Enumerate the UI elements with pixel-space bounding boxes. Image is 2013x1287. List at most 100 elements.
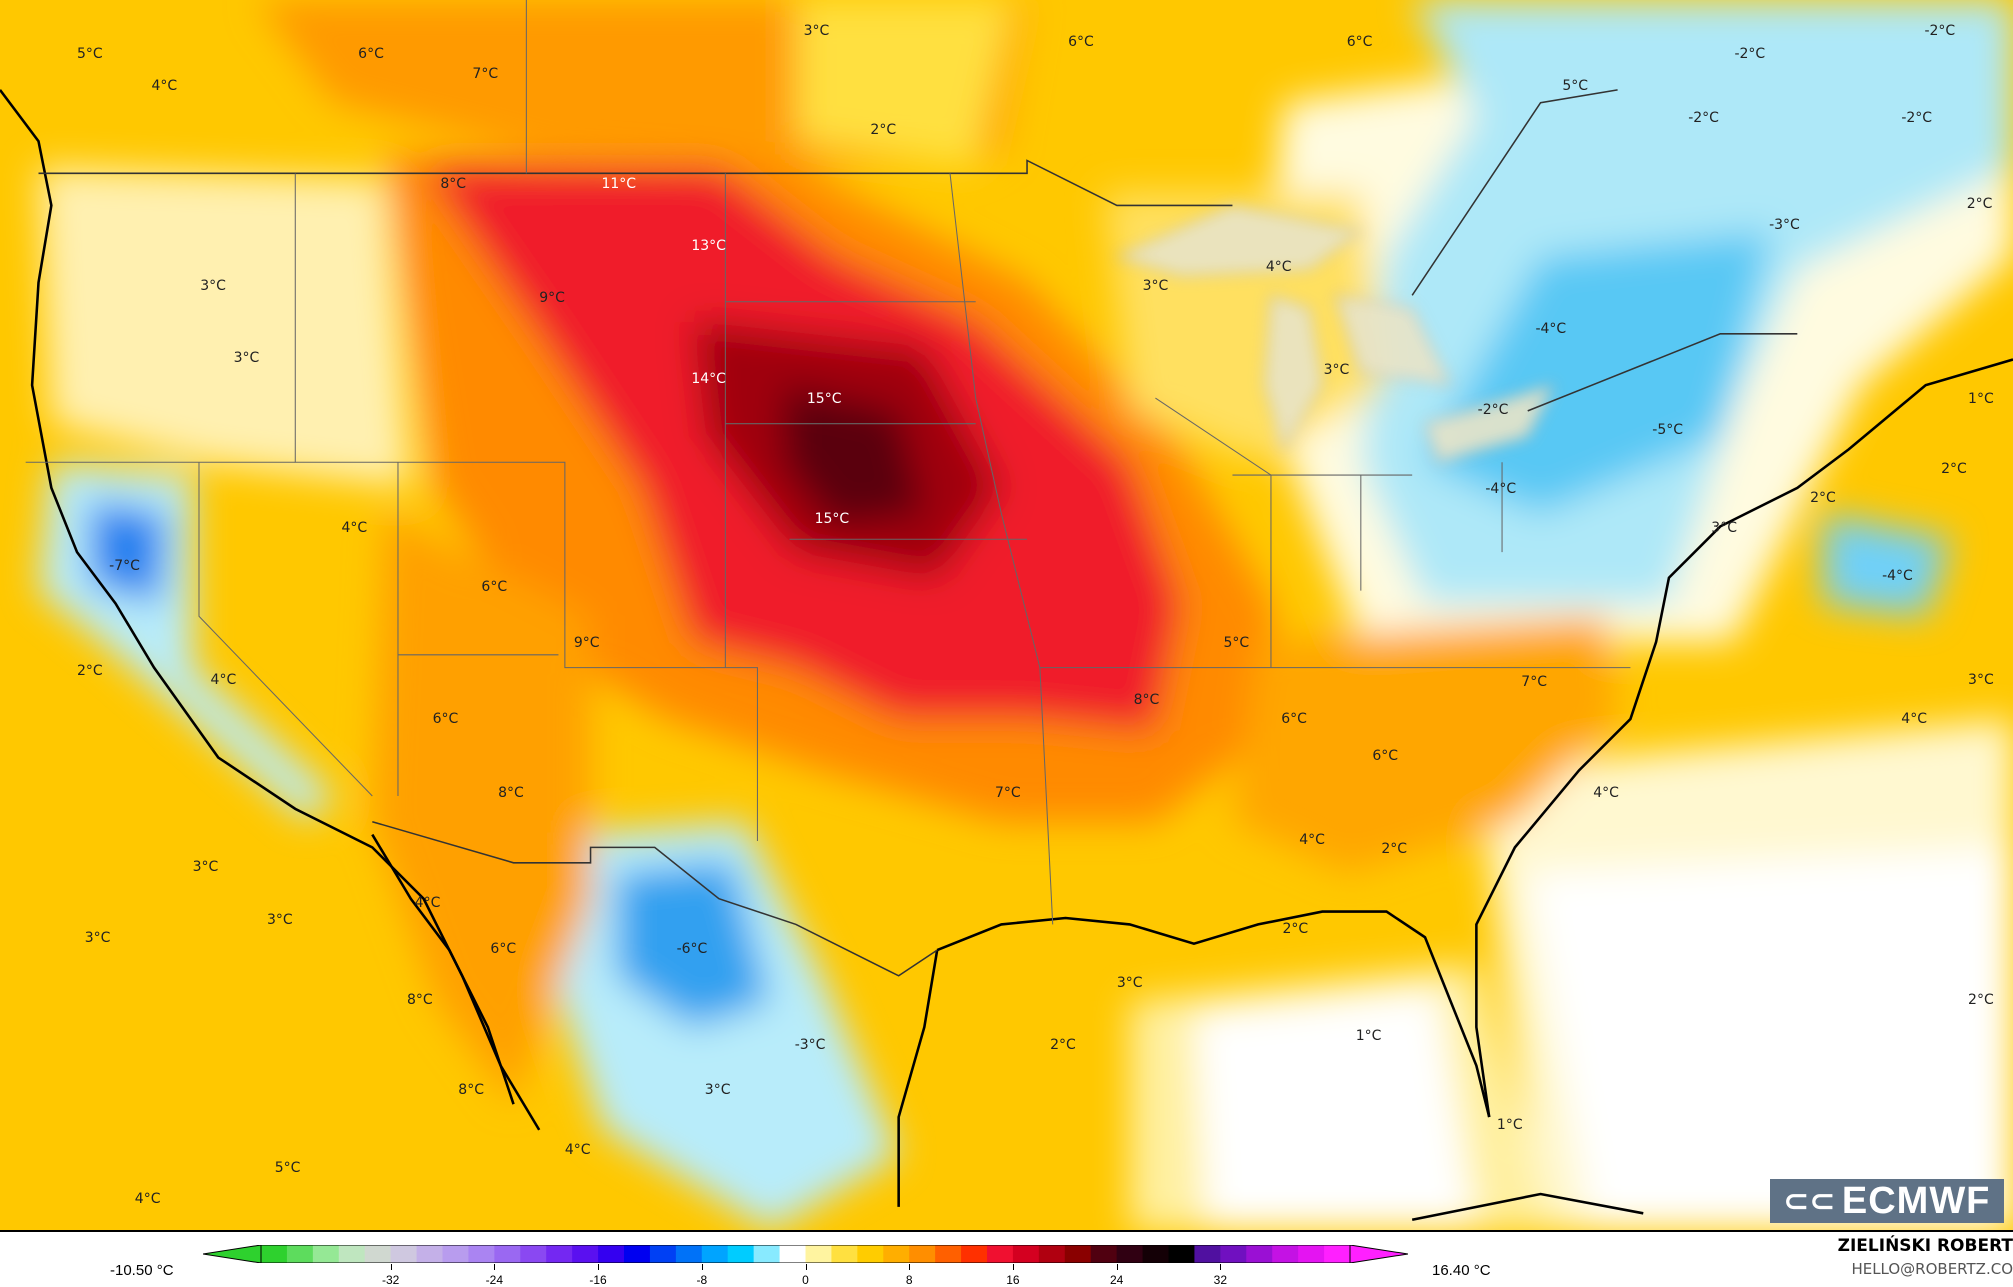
colorbar-swatch [364, 1245, 392, 1263]
temperature-label: 15°C [806, 391, 842, 408]
temperature-label: 6°C [358, 45, 384, 62]
temperature-label: 2°C [1968, 992, 1994, 1009]
temperature-label: 9°C [539, 289, 565, 306]
temperature-label: 6°C [1372, 748, 1399, 765]
temperature-label: 6°C [432, 710, 459, 727]
temperature-label: -4°C [1485, 481, 1517, 498]
temperature-label: 4°C [151, 78, 178, 94]
colorbar-swatch [649, 1245, 677, 1263]
temperature-label: 4°C [1901, 710, 1927, 727]
temperature-label: 6°C [1346, 34, 1373, 51]
temperature-label: 2°C [1050, 1037, 1076, 1053]
temperature-label: 2°C [1282, 921, 1309, 938]
temperature-label: 3°C [1116, 975, 1143, 992]
colorbar-swatch [935, 1245, 962, 1263]
colorbar [203, 1245, 1408, 1263]
temperature-label: 7°C [1521, 673, 1547, 690]
colorbar-swatch [1194, 1245, 1221, 1263]
temperature-label: 1°C [1968, 391, 1994, 408]
map-fields [0, 0, 2013, 1230]
colorbar-max-label: 16.40 °C [1432, 1262, 1491, 1279]
temperature-label: 4°C [1265, 259, 1292, 276]
great-lakes [1115, 204, 1555, 463]
temperature-label: -2°C [1688, 110, 1719, 127]
colorbar-tick [701, 1264, 703, 1270]
colorbar-swatch [1012, 1245, 1040, 1263]
southeast-orange-region [1232, 616, 1618, 874]
temperature-label: 9°C [573, 635, 600, 652]
temperature-label: -3°C [794, 1037, 826, 1053]
colorbar-max-arrow [1349, 1245, 1408, 1263]
temperature-label: 2°C [1941, 460, 1967, 477]
darkest-core [783, 385, 925, 527]
temperature-label: 3°C [1711, 519, 1737, 536]
colorbar-tick-label: -32 [381, 1273, 400, 1287]
colorbar-tick [909, 1264, 911, 1270]
temperature-label: 6°C [1281, 710, 1307, 727]
colorbar-swatch [286, 1245, 314, 1263]
temperature-label: 13°C [691, 238, 726, 255]
colorbar-tick-label: -16 [589, 1273, 607, 1287]
colorbar-swatch [987, 1245, 1014, 1263]
colorbar-swatch [390, 1245, 418, 1263]
gulf-white-region [1193, 988, 1477, 1230]
temperature-label: 11°C [601, 175, 637, 192]
temperature-label: 8°C [440, 175, 467, 192]
temperature-label: 4°C [564, 1142, 591, 1159]
temperature-label: 8°C [498, 785, 524, 802]
author-credit: ZIELIŃSKI ROBERT [1837, 1236, 2013, 1256]
ecmwf-logo: ⊂⊂ ECMWF [1770, 1179, 2004, 1223]
temperature-label: 4°C [134, 1191, 161, 1208]
colorbar-tick-label: -24 [485, 1273, 504, 1287]
colorbar-tick [390, 1264, 392, 1270]
temperature-label: 4°C [414, 894, 441, 911]
california-cold-core [89, 500, 167, 604]
colorbar-swatch [675, 1245, 703, 1263]
temperature-label: -2°C [1924, 22, 1956, 39]
colorbar-swatch [598, 1245, 625, 1263]
colorbar-swatch [546, 1245, 573, 1263]
temperature-label: -4°C [1535, 320, 1567, 337]
temperature-label: -4°C [1882, 568, 1913, 585]
temperature-label: 4°C [341, 519, 368, 536]
temperature-label: -3°C [1769, 216, 1800, 233]
temperature-label: 3°C [84, 930, 111, 947]
ecmwf-logo-icon: ⊂⊂ [1783, 1184, 1836, 1218]
temperature-label: 6°C [481, 578, 508, 595]
temperature-label: 8°C [1133, 691, 1160, 708]
temperature-label: -2°C [1477, 401, 1509, 418]
california-cold-region [38, 462, 334, 822]
colorbar-frame [260, 1245, 1351, 1263]
northeast-cold-core [1425, 231, 1772, 514]
colorbar-swatch [416, 1245, 443, 1263]
temperature-label: 8°C [458, 1081, 484, 1098]
atlantic-white-region [1527, 847, 2013, 1230]
colorbar-swatch [805, 1245, 832, 1263]
temperature-label: 3°C [1323, 361, 1350, 378]
colorbar-tick [1012, 1264, 1014, 1270]
temperature-label: 8°C [406, 992, 433, 1009]
temperature-label: 2°C [1810, 490, 1836, 507]
colorbar-tick [598, 1264, 600, 1270]
colorbar-swatch [753, 1245, 781, 1263]
temperature-label: 1°C [1496, 1116, 1523, 1133]
colorbar-swatch [261, 1245, 288, 1263]
colorbar-swatch [1168, 1245, 1195, 1263]
temperature-label: 5°C [1223, 635, 1250, 652]
colorbar-swatch [779, 1245, 806, 1263]
colorbar-tick [494, 1264, 496, 1270]
temperature-label: -7°C [109, 558, 140, 575]
colorbar-swatch [727, 1245, 755, 1263]
temperature-label: 3°C [200, 278, 226, 295]
colorbar-swatch [961, 1245, 988, 1263]
colorbar-swatch [1038, 1245, 1066, 1263]
colorbar-swatch [442, 1245, 469, 1263]
colorbar-swatch [1220, 1245, 1247, 1263]
colorbar-tick [1116, 1264, 1118, 1270]
colorbar-swatch [468, 1245, 495, 1263]
colorbar-swatch [1142, 1245, 1169, 1263]
colorbar-swatch [701, 1245, 729, 1263]
temperature-label: 1°C [1355, 1028, 1382, 1045]
borders [38, 89, 1798, 977]
colorbar-swatch [338, 1245, 366, 1263]
